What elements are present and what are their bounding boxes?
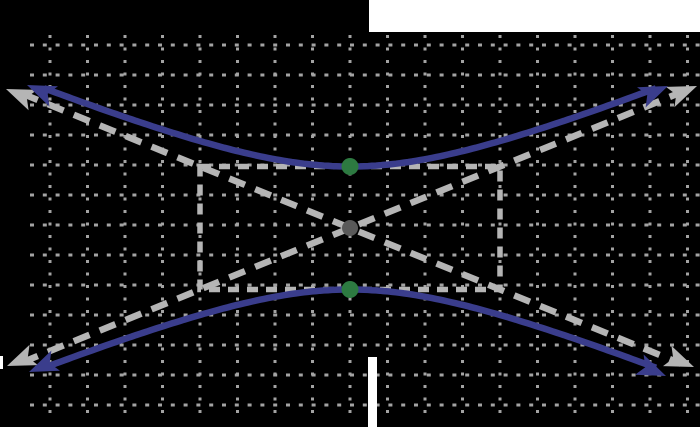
asymptote-line	[20, 90, 683, 367]
white-mask	[0, 356, 3, 369]
asymptote-arrowhead-icon	[665, 86, 697, 108]
vertex-dot	[341, 281, 359, 298]
curve-arrowhead-icon	[637, 86, 668, 108]
center-dot	[342, 220, 358, 236]
curve-arrowhead-icon	[29, 350, 60, 372]
asymptote-arrowhead-icon	[662, 345, 694, 367]
asymptote-line	[20, 89, 683, 366]
asymptote-arrowhead-icon	[6, 89, 38, 111]
curve-arrowhead-icon	[27, 85, 58, 107]
curve-arrowhead-icon	[635, 354, 666, 376]
white-mask	[369, 0, 700, 32]
asymptote-arrowhead-icon	[7, 344, 39, 366]
white-mask	[368, 357, 377, 427]
vertex-dot	[341, 158, 359, 175]
